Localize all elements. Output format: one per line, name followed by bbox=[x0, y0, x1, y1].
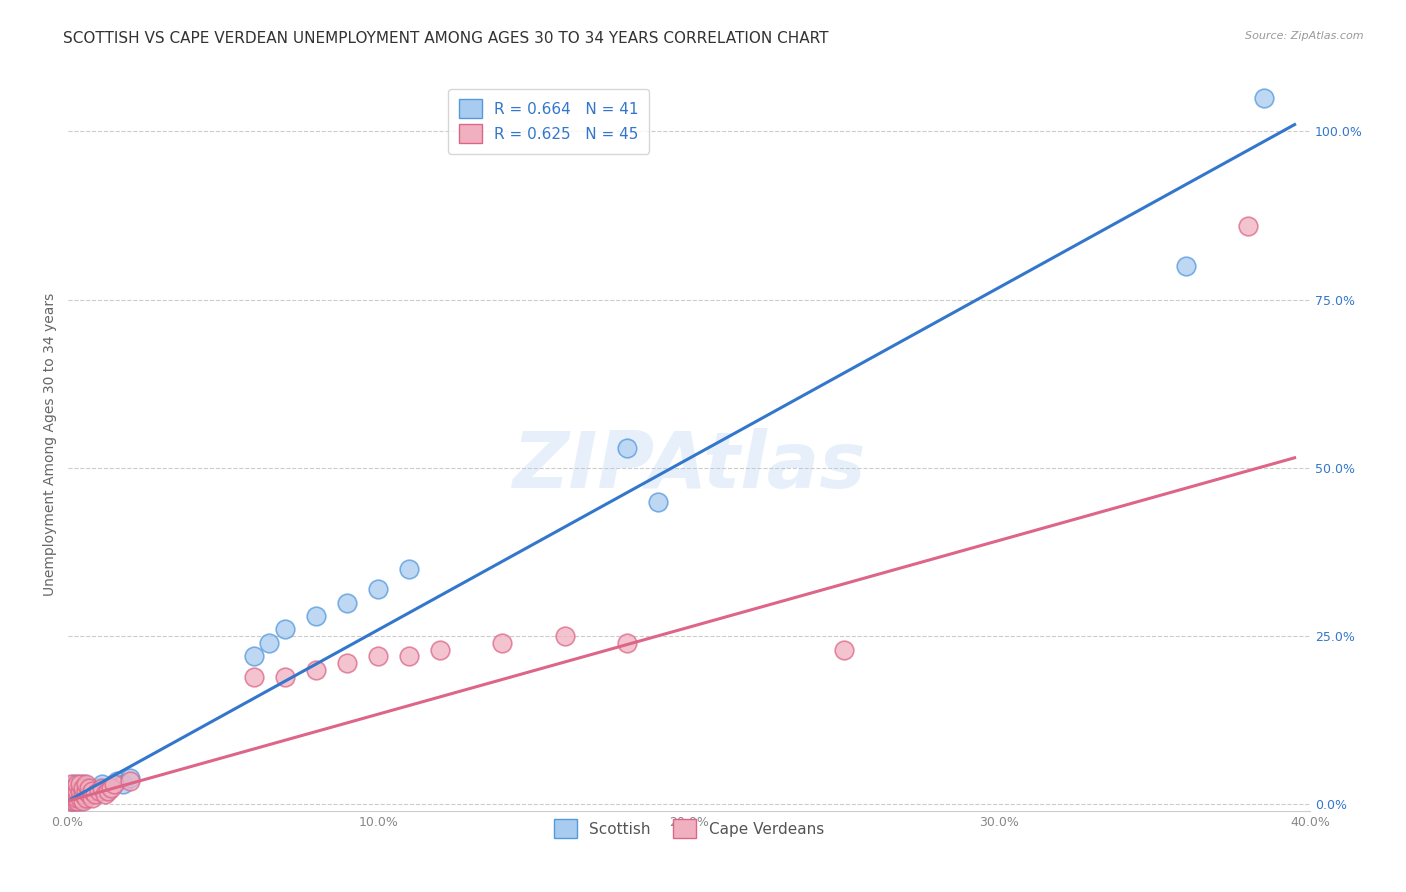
Point bbox=[62, 780, 84, 795]
Point bbox=[87, 784, 110, 798]
Point bbox=[75, 790, 97, 805]
Point bbox=[274, 623, 297, 637]
Point bbox=[79, 780, 101, 795]
Point bbox=[491, 636, 513, 650]
Point bbox=[72, 784, 94, 798]
Point bbox=[616, 441, 638, 455]
Point bbox=[94, 788, 117, 802]
Point bbox=[429, 642, 451, 657]
Point bbox=[59, 790, 82, 805]
Point bbox=[75, 784, 97, 798]
Point bbox=[66, 788, 89, 802]
Point bbox=[72, 790, 94, 805]
Point bbox=[75, 777, 97, 791]
Point bbox=[118, 771, 141, 785]
Text: SCOTTISH VS CAPE VERDEAN UNEMPLOYMENT AMONG AGES 30 TO 34 YEARS CORRELATION CHAR: SCOTTISH VS CAPE VERDEAN UNEMPLOYMENT AM… bbox=[63, 31, 828, 46]
Point bbox=[118, 773, 141, 788]
Point bbox=[103, 777, 125, 791]
Point bbox=[243, 669, 266, 683]
Point bbox=[62, 794, 84, 808]
Point bbox=[336, 656, 359, 670]
Point bbox=[69, 780, 91, 795]
Point bbox=[274, 669, 297, 683]
Point bbox=[82, 784, 104, 798]
Point bbox=[72, 788, 94, 802]
Point bbox=[398, 562, 420, 576]
Point bbox=[336, 595, 359, 609]
Point bbox=[72, 777, 94, 791]
Point bbox=[79, 788, 101, 802]
Point bbox=[79, 788, 101, 802]
Point bbox=[647, 494, 669, 508]
Point bbox=[1253, 90, 1275, 104]
Point bbox=[69, 777, 91, 791]
Point bbox=[69, 794, 91, 808]
Point bbox=[1174, 259, 1197, 273]
Point bbox=[367, 649, 389, 664]
Y-axis label: Unemployment Among Ages 30 to 34 years: Unemployment Among Ages 30 to 34 years bbox=[44, 293, 58, 596]
Point bbox=[94, 784, 117, 798]
Point bbox=[103, 777, 125, 791]
Point bbox=[59, 794, 82, 808]
Point bbox=[305, 663, 328, 677]
Point bbox=[72, 794, 94, 808]
Point bbox=[66, 794, 89, 808]
Point bbox=[84, 788, 107, 802]
Point bbox=[59, 784, 82, 798]
Point bbox=[832, 642, 855, 657]
Point bbox=[87, 780, 110, 795]
Point bbox=[59, 790, 82, 805]
Point bbox=[367, 582, 389, 596]
Point bbox=[62, 790, 84, 805]
Point bbox=[75, 784, 97, 798]
Point bbox=[305, 609, 328, 624]
Point bbox=[59, 788, 82, 802]
Point bbox=[82, 790, 104, 805]
Point bbox=[616, 636, 638, 650]
Point bbox=[69, 790, 91, 805]
Point bbox=[66, 790, 89, 805]
Point bbox=[62, 788, 84, 802]
Point bbox=[62, 794, 84, 808]
Text: Source: ZipAtlas.com: Source: ZipAtlas.com bbox=[1246, 31, 1364, 41]
Point bbox=[72, 780, 94, 795]
Point bbox=[82, 784, 104, 798]
Point bbox=[398, 649, 420, 664]
Point bbox=[90, 777, 112, 791]
Point bbox=[97, 780, 120, 795]
Point bbox=[84, 788, 107, 802]
Point bbox=[100, 780, 122, 795]
Point bbox=[69, 788, 91, 802]
Point bbox=[66, 777, 89, 791]
Point bbox=[97, 784, 120, 798]
Point bbox=[259, 636, 281, 650]
Point bbox=[554, 629, 576, 643]
Point bbox=[69, 784, 91, 798]
Legend: Scottish, Cape Verdeans: Scottish, Cape Verdeans bbox=[548, 813, 830, 844]
Point bbox=[62, 777, 84, 791]
Point bbox=[105, 773, 128, 788]
Point bbox=[66, 790, 89, 805]
Point bbox=[66, 784, 89, 798]
Point bbox=[1237, 219, 1260, 233]
Point bbox=[62, 784, 84, 798]
Point bbox=[90, 780, 112, 795]
Point bbox=[243, 649, 266, 664]
Point bbox=[75, 790, 97, 805]
Point bbox=[112, 777, 135, 791]
Point bbox=[79, 780, 101, 795]
Point bbox=[59, 794, 82, 808]
Text: ZIPAtlas: ZIPAtlas bbox=[512, 428, 866, 504]
Point bbox=[59, 777, 82, 791]
Point bbox=[62, 790, 84, 805]
Point bbox=[66, 784, 89, 798]
